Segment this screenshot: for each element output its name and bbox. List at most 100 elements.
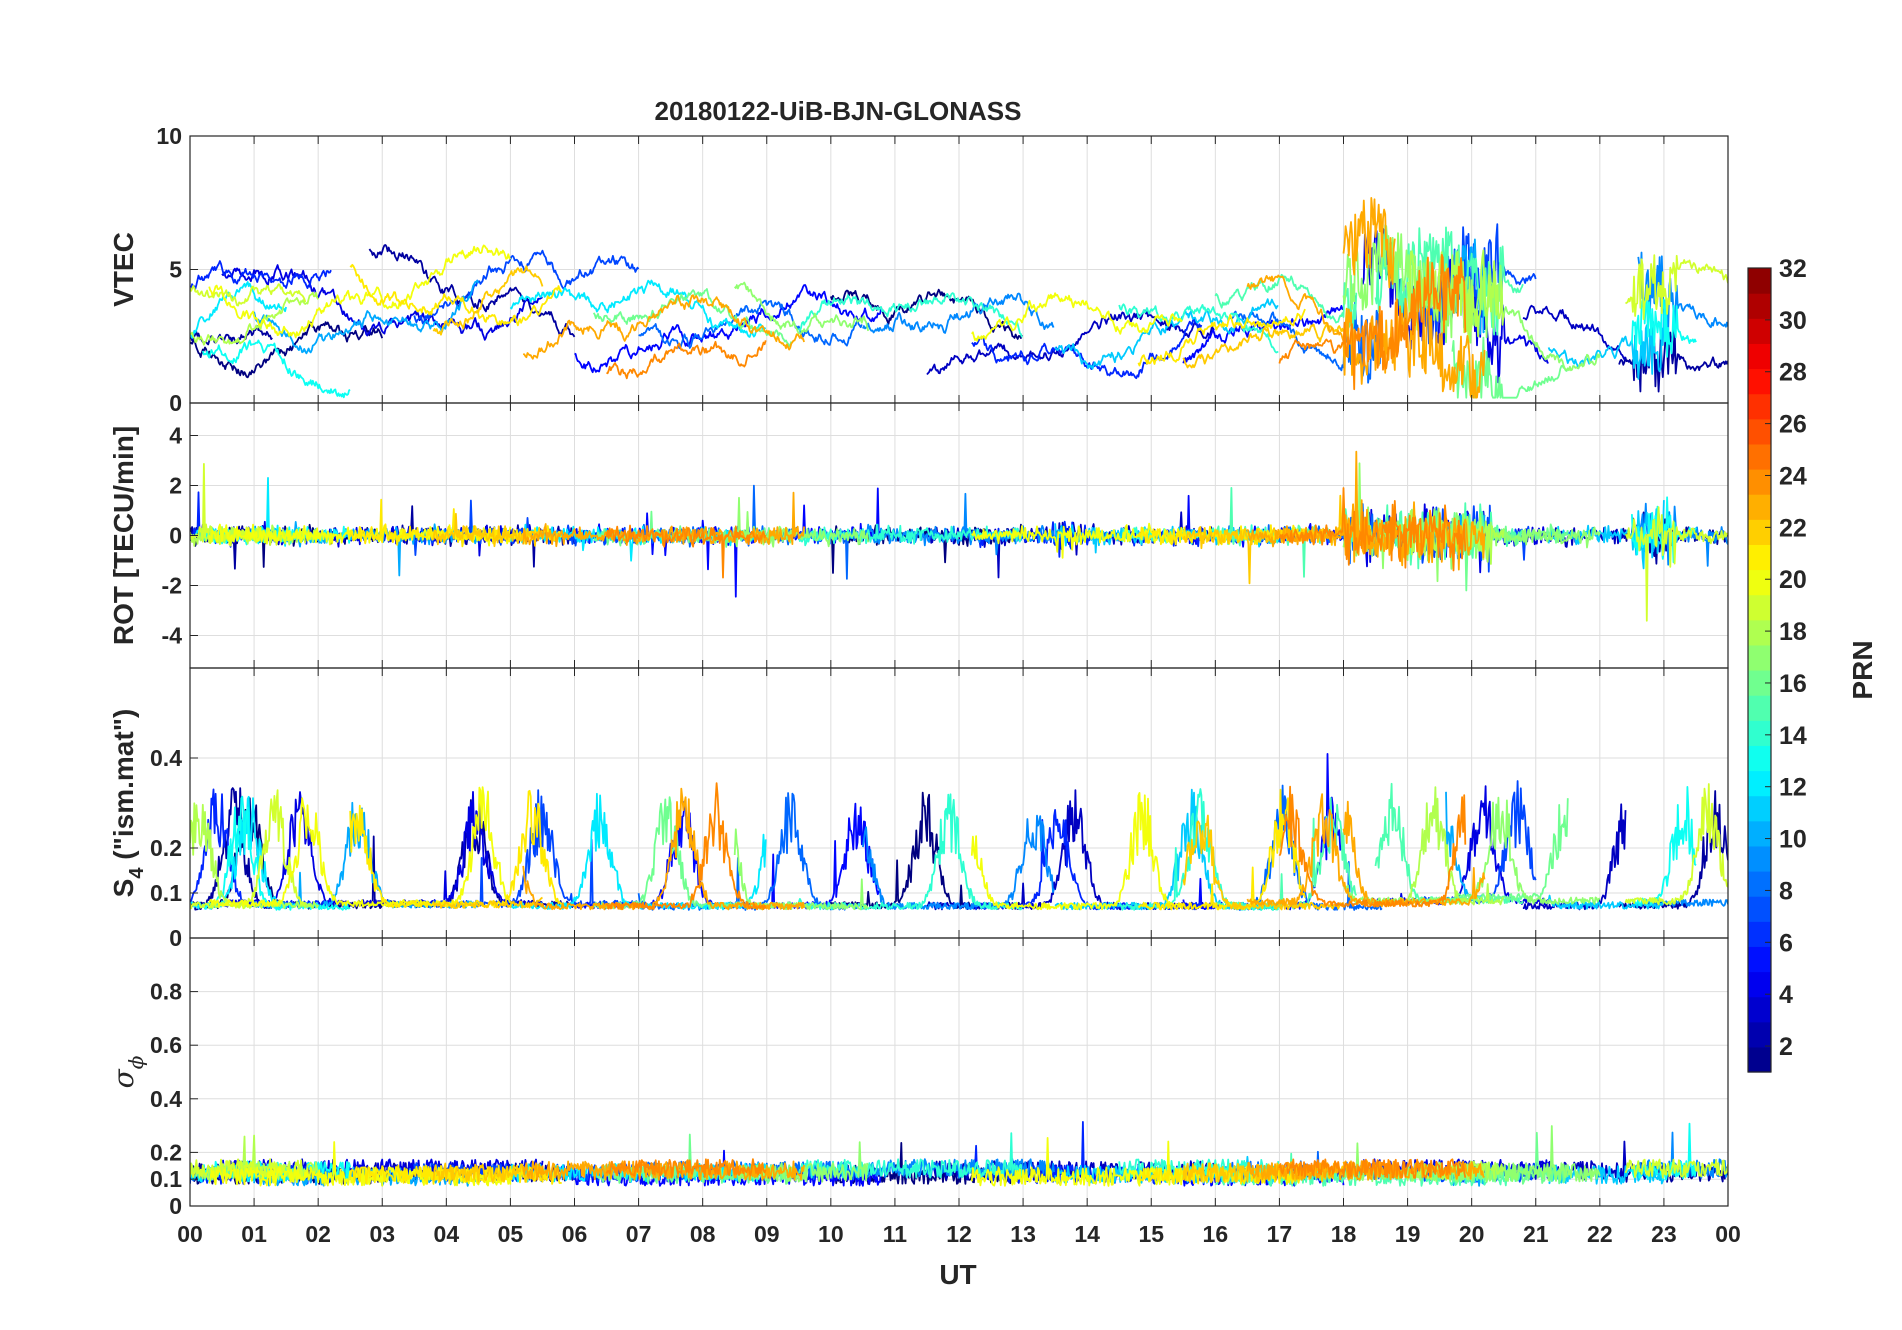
colorbar-step — [1748, 293, 1771, 319]
x-tick-label: 18 — [1331, 1221, 1357, 1247]
x-tick-label: 15 — [1138, 1221, 1164, 1247]
series-line-prn-1 — [829, 791, 1023, 910]
x-tick-label: 10 — [818, 1221, 844, 1247]
panel-sigma: 00.10.2 0.4 0.6 0.8 σϕ — [107, 937, 1729, 1219]
series-line-prn-21 — [1137, 308, 1306, 367]
series-line-prn-23 — [1342, 450, 1396, 556]
series-line-prn-21 — [349, 789, 563, 909]
series-line-prn-19 — [1624, 783, 1728, 906]
series-line-prn-20 — [208, 786, 512, 908]
panel-vtec-lines — [190, 196, 1728, 399]
series-line-prn-8 — [638, 299, 863, 350]
series-line-prn-18 — [1406, 786, 1504, 906]
series-line-prn-24 — [1278, 487, 1467, 572]
x-tick-label: 22 — [1587, 1221, 1613, 1247]
y-tick-label: 0 — [169, 1193, 182, 1219]
x-tick-label: 00 — [177, 1221, 203, 1247]
series-line-prn-21 — [1137, 788, 1306, 911]
x-tick-label: 06 — [562, 1221, 588, 1247]
ylabel-sub: 4 — [126, 867, 148, 879]
series-line-prn-4 — [221, 264, 543, 341]
series-line-prn-7 — [1419, 223, 1537, 356]
y-tick-label: 0.4 — [150, 1086, 182, 1112]
series-line-prn-14 — [1118, 303, 1279, 354]
colorbar-step — [1748, 569, 1771, 596]
y-tick-label: 0.2 — [150, 1139, 182, 1165]
series-line-prn-13 — [202, 795, 351, 911]
colorbar-step — [1748, 896, 1771, 922]
series-line-prn-6 — [971, 317, 1203, 380]
panel-rot-lines — [190, 450, 1728, 622]
ylabel-main: S — [108, 879, 139, 898]
x-tick-label: 20 — [1459, 1221, 1485, 1247]
y-tick-label: 0 — [169, 925, 182, 951]
series-line-prn-24 — [605, 782, 767, 911]
colorbar-step — [1748, 494, 1771, 520]
colorbar-step — [1748, 594, 1771, 621]
colorbar-tick-label: 28 — [1779, 359, 1807, 387]
x-tick-label: 11 — [883, 1221, 908, 1247]
panel-s4-ylabel: S4 ("ism.mat") — [108, 709, 148, 898]
colorbar-tick-label: 12 — [1779, 774, 1807, 802]
ylabel-main: σ — [107, 1068, 140, 1088]
x-tick-label: 04 — [434, 1221, 460, 1247]
series-line-prn-1 — [829, 288, 1023, 340]
series-line-prn-19 — [190, 283, 307, 307]
series-line-prn-9 — [862, 814, 1055, 910]
x-tick-label: 05 — [498, 1221, 524, 1247]
series-line-prn-21 — [349, 1164, 563, 1185]
series-line-prn-1 — [190, 321, 384, 379]
series-line-prn-24 — [606, 340, 767, 380]
y-tick-label: 0 — [169, 390, 182, 416]
series-line-prn-11 — [1054, 788, 1280, 911]
colorbar-label: PRN — [1847, 640, 1878, 699]
panel-sigma-ylabel: σϕ — [107, 1055, 148, 1088]
series-line-prn-3 — [1522, 304, 1627, 361]
colorbar-step — [1748, 418, 1771, 445]
colorbar-step — [1748, 820, 1771, 847]
colorbar-step — [1748, 393, 1771, 420]
x-tick-label: 13 — [1010, 1221, 1036, 1247]
colorbar-step — [1748, 745, 1771, 772]
colorbar-step — [1748, 443, 1771, 470]
series-line-prn-11 — [1547, 312, 1665, 380]
panel-vtec-ylabel: VTEC — [108, 232, 139, 307]
colorbar-step — [1748, 343, 1771, 370]
series-line-prn-13 — [1631, 786, 1697, 907]
panel-s4-lines — [190, 753, 1728, 911]
series-line-prn-24 — [1278, 253, 1467, 391]
panel-vtec: 0 5 10 VTEC — [108, 123, 1729, 416]
colorbar-step — [1748, 318, 1771, 344]
colorbar-step — [1748, 1021, 1771, 1048]
series-line-prn-8 — [1227, 295, 1383, 384]
panel-s4: 00.10.20.4S4 ("ism.mat") — [108, 667, 1729, 951]
series-line-prn-14 — [797, 292, 1023, 338]
colorbar-step — [1748, 996, 1771, 1023]
series-line-prn-14 — [797, 793, 1023, 911]
y-tick-label: 0.2 — [150, 835, 182, 861]
series-line-prn-5 — [1182, 304, 1345, 364]
x-tick-label: 19 — [1395, 1221, 1421, 1247]
x-axis-ticks: 00 01 02 03 04 05 06 07 08 09 10 11 12 13 14 15 16 17 18 19… — [177, 1221, 1741, 1247]
ylabel-sub: ϕ — [124, 1055, 148, 1069]
panel-sigma-lines — [190, 1121, 1728, 1187]
x-tick-label: 03 — [369, 1221, 395, 1247]
series-line-prn-2 — [368, 244, 576, 338]
colorbar-step — [1748, 1046, 1771, 1073]
colorbar-tick-label: 30 — [1779, 307, 1807, 335]
series-line-prn-12 — [509, 279, 767, 338]
panel-rot: -4 -2 0 2 4 ROT [TECU/min] — [108, 402, 1729, 669]
series-line-prn-3 — [1522, 803, 1627, 911]
colorbar-step — [1748, 519, 1771, 545]
series-line-prn-24 — [605, 1158, 767, 1179]
series-line-prn-11 — [1548, 1164, 1665, 1185]
series-line-prn-18 — [1406, 249, 1505, 350]
colorbar-tick-label: 14 — [1779, 722, 1807, 750]
colorbar-tick-label: 16 — [1779, 670, 1807, 698]
colorbar-tick-label: 8 — [1779, 877, 1793, 905]
x-tick-label: 09 — [754, 1221, 780, 1247]
colorbar-tick-label: 26 — [1779, 411, 1807, 439]
series-line-prn-20 — [208, 244, 512, 339]
series-line-prn-24 — [605, 524, 767, 579]
